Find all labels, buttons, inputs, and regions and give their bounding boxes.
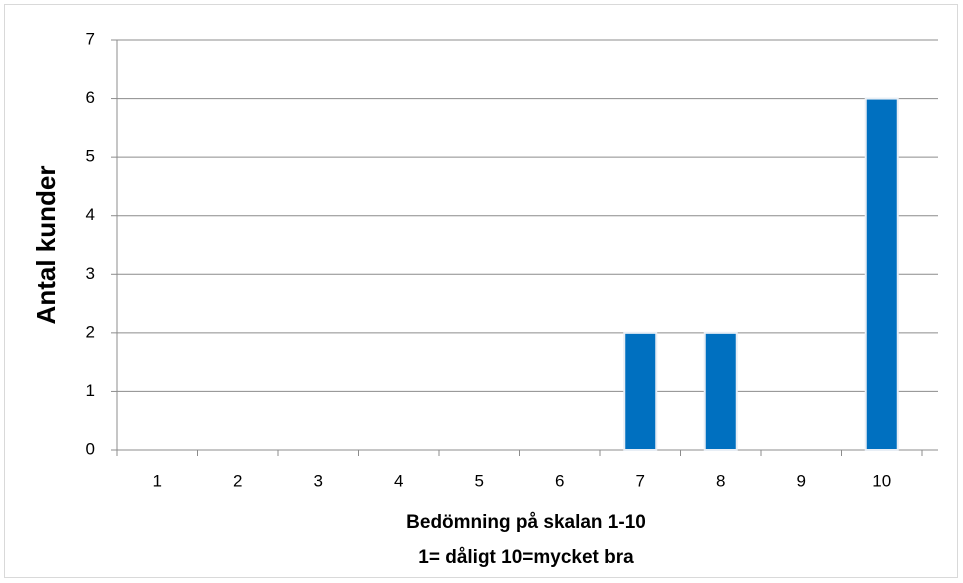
y-tick-label: 5 — [86, 147, 95, 166]
x-tick-label: 5 — [475, 471, 484, 490]
y-tick-label: 4 — [86, 205, 95, 224]
x-axis-label: 1= dåligt 10=mycket bra — [418, 547, 634, 568]
bar — [703, 331, 738, 452]
x-tick-label: 8 — [716, 471, 725, 490]
x-tick-label: 7 — [636, 471, 645, 490]
x-tick-label: 6 — [555, 471, 564, 490]
x-tick-label: 10 — [872, 471, 891, 490]
y-tick-label: 7 — [86, 29, 95, 48]
y-tick-label: 1 — [86, 381, 95, 400]
y-tick-label: 3 — [86, 264, 95, 283]
y-axis-label: Antal kunder — [31, 166, 61, 325]
y-tick-label: 6 — [86, 88, 95, 107]
bar — [864, 97, 899, 451]
y-tick-label: 0 — [86, 439, 95, 458]
x-tick-label: 3 — [314, 471, 323, 490]
chart-border — [4, 4, 958, 578]
y-tick-label: 2 — [86, 322, 95, 341]
x-tick-label: 2 — [233, 471, 242, 490]
x-tick-label: 1 — [153, 471, 162, 490]
x-tick-label: 4 — [394, 471, 403, 490]
bar — [623, 331, 658, 452]
x-axis-label: Bedömning på skalan 1-10 — [406, 512, 646, 533]
x-tick-label: 9 — [797, 471, 806, 490]
